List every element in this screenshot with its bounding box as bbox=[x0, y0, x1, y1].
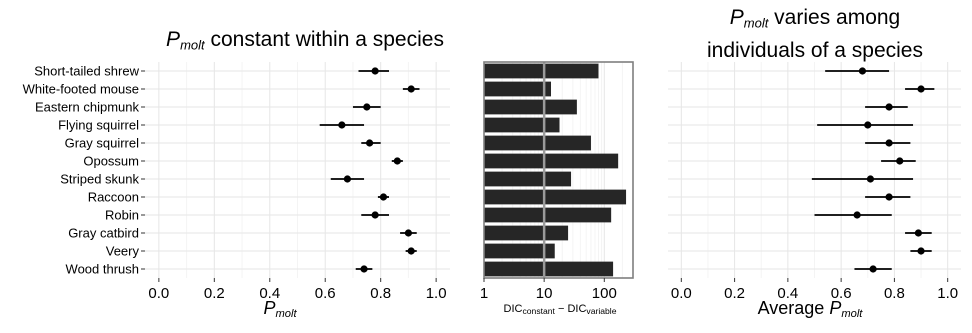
mid-bar bbox=[484, 135, 591, 151]
right-x-tick-label: 1.0 bbox=[937, 285, 958, 302]
left-point bbox=[365, 139, 374, 147]
mid-bar bbox=[484, 99, 577, 115]
species-label: Gray squirrel bbox=[65, 136, 140, 151]
middle-x-axis-label: DICconstant − DICvariable bbox=[503, 303, 617, 317]
right-point bbox=[869, 265, 877, 273]
species-label: Striped skunk bbox=[60, 172, 139, 187]
mid-x-tick-label: 1 bbox=[480, 285, 488, 302]
right-point bbox=[866, 175, 875, 183]
mid-bar bbox=[484, 243, 555, 259]
left-x-axis-label: Pmolt bbox=[263, 298, 297, 320]
right-panel-title-line1: Pmolt varies among bbox=[729, 6, 901, 31]
species-label: Eastern chipmunk bbox=[35, 100, 140, 115]
right-x-axis-label: Average Pmolt bbox=[757, 298, 863, 320]
left-point bbox=[371, 211, 379, 219]
left-point bbox=[404, 229, 413, 237]
mid-bar bbox=[484, 81, 552, 97]
mid-bar bbox=[484, 117, 560, 133]
left-point bbox=[363, 103, 371, 111]
mid-panel-border bbox=[483, 61, 634, 279]
mid-bar bbox=[484, 207, 612, 223]
right-point bbox=[917, 85, 925, 93]
right-x-tick-label: 0.4 bbox=[777, 285, 798, 302]
right-point bbox=[917, 247, 925, 255]
species-label: White-footed mouse bbox=[23, 82, 139, 97]
right-point bbox=[885, 103, 893, 111]
left-point bbox=[343, 175, 352, 183]
species-label: Raccoon bbox=[88, 190, 139, 205]
left-point bbox=[360, 265, 368, 273]
left-x-tick-label: 0.4 bbox=[259, 285, 280, 302]
right-point bbox=[853, 211, 861, 219]
species-label: Short-tailed shrew bbox=[34, 64, 139, 79]
right-panel-title: Pmolt varies among individuals of a spec… bbox=[650, 4, 972, 65]
species-label: Wood thrush bbox=[66, 262, 139, 277]
left-x-tick-label: 0.2 bbox=[204, 285, 225, 302]
right-point bbox=[864, 121, 872, 129]
right-x-tick-label: 0.0 bbox=[671, 285, 692, 302]
left-x-tick-label: 0.6 bbox=[315, 285, 336, 302]
right-panel-title-line2: individuals of a species bbox=[707, 39, 923, 63]
mid-x-tick-label: 10 bbox=[536, 285, 553, 302]
species-label: Robin bbox=[105, 208, 139, 223]
species-label: Opossum bbox=[83, 154, 139, 169]
mid-bar bbox=[484, 261, 614, 277]
species-label: Flying squirrel bbox=[58, 118, 139, 133]
left-point bbox=[371, 67, 379, 75]
right-x-tick-label: 0.6 bbox=[831, 285, 852, 302]
left-point bbox=[338, 121, 346, 129]
right-point bbox=[896, 157, 904, 165]
mid-x-tick-label: 100 bbox=[592, 285, 617, 302]
mid-bar bbox=[484, 225, 569, 241]
right-point bbox=[885, 193, 893, 201]
left-point bbox=[407, 85, 415, 93]
right-x-tick-label: 0.2 bbox=[724, 285, 745, 302]
mid-panel-background bbox=[484, 62, 633, 278]
right-x-tick-label: 0.8 bbox=[884, 285, 905, 302]
right-point bbox=[858, 67, 867, 75]
left-panel-title: Pmolt constant within a species bbox=[166, 28, 444, 53]
left-point bbox=[393, 157, 401, 165]
mid-bar bbox=[484, 189, 627, 205]
mid-bar bbox=[484, 153, 619, 169]
species-label: Veery bbox=[106, 244, 140, 259]
mid-bar bbox=[484, 171, 572, 187]
mid-bar bbox=[484, 63, 599, 79]
right-point bbox=[914, 229, 922, 237]
left-point bbox=[407, 247, 415, 255]
species-label: Gray catbird bbox=[68, 226, 139, 241]
left-x-tick-label: 1.0 bbox=[426, 285, 447, 302]
left-x-tick-label: 0.8 bbox=[370, 285, 391, 302]
left-point bbox=[379, 193, 388, 201]
right-point bbox=[885, 139, 893, 147]
left-x-tick-label: 0.0 bbox=[148, 285, 169, 302]
